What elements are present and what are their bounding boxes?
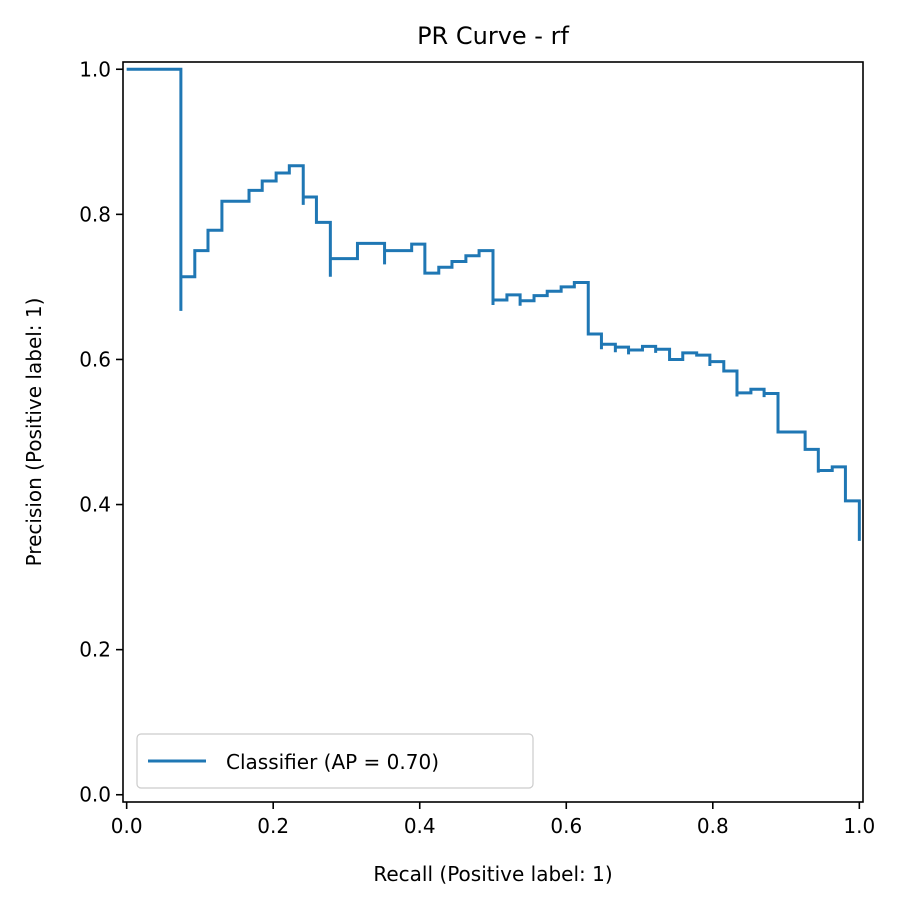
y-tick-label: 0.0 [79,783,111,807]
y-tick-label: 0.2 [79,638,111,662]
x-tick-label: 0.2 [257,814,289,838]
x-tick-label: 0.4 [404,814,436,838]
plot-frame [122,61,864,803]
chart-title: PR Curve - rf [417,22,569,50]
x-axis: 0.0 0.2 0.4 0.6 0.8 1.0 [111,802,875,838]
y-tick-label: 0.6 [79,347,111,371]
x-tick-label: 1.0 [843,814,875,838]
x-tick-label: 0.0 [111,814,143,838]
x-tick-label: 0.6 [550,814,582,838]
legend-box [136,733,534,789]
series-line-0 [126,67,861,541]
y-axis: 0.0 0.2 0.4 0.6 0.8 1.0 [79,57,123,807]
y-tick-label: 0.4 [79,493,111,517]
x-tick-label: 0.8 [697,814,729,838]
y-tick-label: 1.0 [79,57,111,81]
legend-entry-label: Classifier (AP = 0.70) [226,750,439,774]
x-axis-label: Recall (Positive label: 1) [373,862,612,886]
legend: Classifier (AP = 0.70) [136,733,534,789]
y-tick-label: 0.8 [79,202,111,226]
y-axis-label: Precision (Positive label: 1) [22,298,46,567]
curve-layer [126,67,861,541]
